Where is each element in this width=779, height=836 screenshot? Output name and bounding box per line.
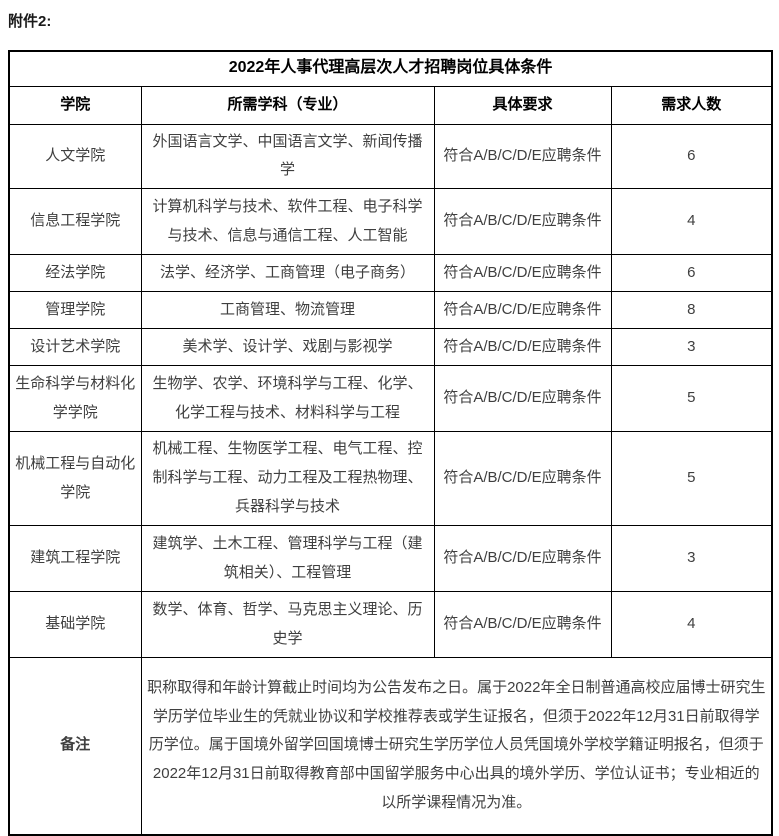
requirement-cell: 符合A/B/C/D/E应聘条件 [433, 328, 612, 367]
count-cell: 3 [610, 525, 773, 593]
table-row: 机械工程与自动化学院 机械工程、生物医学工程、电气工程、控制科学与工程、动力工程… [8, 431, 773, 527]
remarks-row: 备注 职称取得和年龄计算截止时间均为公告发布之日。属于2022年全日制普通高校应… [8, 657, 773, 836]
requirement-cell: 符合A/B/C/D/E应聘条件 [433, 188, 612, 256]
count-cell: 6 [610, 254, 773, 293]
college-cell: 设计艺术学院 [8, 328, 142, 367]
table-row: 设计艺术学院 美术学、设计学、戏剧与影视学 符合A/B/C/D/E应聘条件 3 [8, 328, 773, 367]
document-page: 附件2: 2022年人事代理高层次人才招聘岗位具体条件 学院 所需学科（专业） … [8, 13, 774, 836]
count-cell: 5 [610, 365, 773, 433]
majors-cell: 生物学、农学、环境科学与工程、化学、化学工程与技术、材料科学与工程 [140, 365, 435, 433]
majors-cell: 计算机科学与技术、软件工程、电子科学与技术、信息与通信工程、人工智能 [140, 188, 435, 256]
requirement-cell: 符合A/B/C/D/E应聘条件 [433, 365, 612, 433]
table-row: 生命科学与材料化学学院 生物学、农学、环境科学与工程、化学、化学工程与技术、材料… [8, 365, 773, 433]
requirement-cell: 符合A/B/C/D/E应聘条件 [433, 591, 612, 659]
table-row: 人文学院 外国语言文学、中国语言文学、新闻传播学 符合A/B/C/D/E应聘条件… [8, 123, 773, 190]
majors-cell: 美术学、设计学、戏剧与影视学 [140, 328, 435, 367]
college-cell: 生命科学与材料化学学院 [8, 365, 142, 433]
column-header-college: 学院 [8, 85, 142, 125]
table-title-row: 2022年人事代理高层次人才招聘岗位具体条件 [8, 50, 773, 87]
table-header-row: 学院 所需学科（专业） 具体要求 需求人数 [8, 85, 773, 125]
table-title: 2022年人事代理高层次人才招聘岗位具体条件 [8, 50, 773, 87]
college-cell: 信息工程学院 [8, 188, 142, 256]
college-cell: 人文学院 [8, 123, 142, 190]
majors-cell: 工商管理、物流管理 [140, 291, 435, 330]
count-cell: 4 [610, 591, 773, 659]
column-header-count: 需求人数 [610, 85, 773, 125]
college-cell: 管理学院 [8, 291, 142, 330]
requirement-cell: 符合A/B/C/D/E应聘条件 [433, 254, 612, 293]
requirement-cell: 符合A/B/C/D/E应聘条件 [433, 431, 612, 527]
count-cell: 3 [610, 328, 773, 367]
requirement-cell: 符合A/B/C/D/E应聘条件 [433, 525, 612, 593]
count-cell: 4 [610, 188, 773, 256]
majors-cell: 法学、经济学、工商管理（电子商务） [140, 254, 435, 293]
college-cell: 建筑工程学院 [8, 525, 142, 593]
column-header-majors: 所需学科（专业） [140, 85, 435, 125]
attachment-label: 附件2: [8, 13, 52, 30]
majors-cell: 数学、体育、哲学、马克思主义理论、历史学 [140, 591, 435, 659]
college-cell: 机械工程与自动化学院 [8, 431, 142, 527]
college-cell: 经法学院 [8, 254, 142, 293]
count-cell: 8 [610, 291, 773, 330]
majors-cell: 机械工程、生物医学工程、电气工程、控制科学与工程、动力工程及工程热物理、兵器科学… [140, 431, 435, 527]
majors-cell: 外国语言文学、中国语言文学、新闻传播学 [140, 123, 435, 190]
remarks-label: 备注 [8, 657, 142, 836]
remarks-text: 职称取得和年龄计算截止时间均为公告发布之日。属于2022年全日制普通高校应届博士… [140, 657, 773, 836]
college-cell: 基础学院 [8, 591, 142, 659]
majors-cell: 建筑学、土木工程、管理科学与工程（建筑相关）、工程管理 [140, 525, 435, 593]
table-row: 信息工程学院 计算机科学与技术、软件工程、电子科学与技术、信息与通信工程、人工智… [8, 188, 773, 256]
recruitment-table: 2022年人事代理高层次人才招聘岗位具体条件 学院 所需学科（专业） 具体要求 … [8, 50, 774, 836]
count-cell: 5 [610, 431, 773, 527]
table-row: 基础学院 数学、体育、哲学、马克思主义理论、历史学 符合A/B/C/D/E应聘条… [8, 591, 773, 659]
requirement-cell: 符合A/B/C/D/E应聘条件 [433, 123, 612, 190]
column-header-requirement: 具体要求 [433, 85, 612, 125]
table-row: 建筑工程学院 建筑学、土木工程、管理科学与工程（建筑相关）、工程管理 符合A/B… [8, 525, 773, 593]
table-row: 经法学院 法学、经济学、工商管理（电子商务） 符合A/B/C/D/E应聘条件 6 [8, 254, 773, 293]
table-row: 管理学院 工商管理、物流管理 符合A/B/C/D/E应聘条件 8 [8, 291, 773, 330]
count-cell: 6 [610, 123, 773, 190]
requirement-cell: 符合A/B/C/D/E应聘条件 [433, 291, 612, 330]
